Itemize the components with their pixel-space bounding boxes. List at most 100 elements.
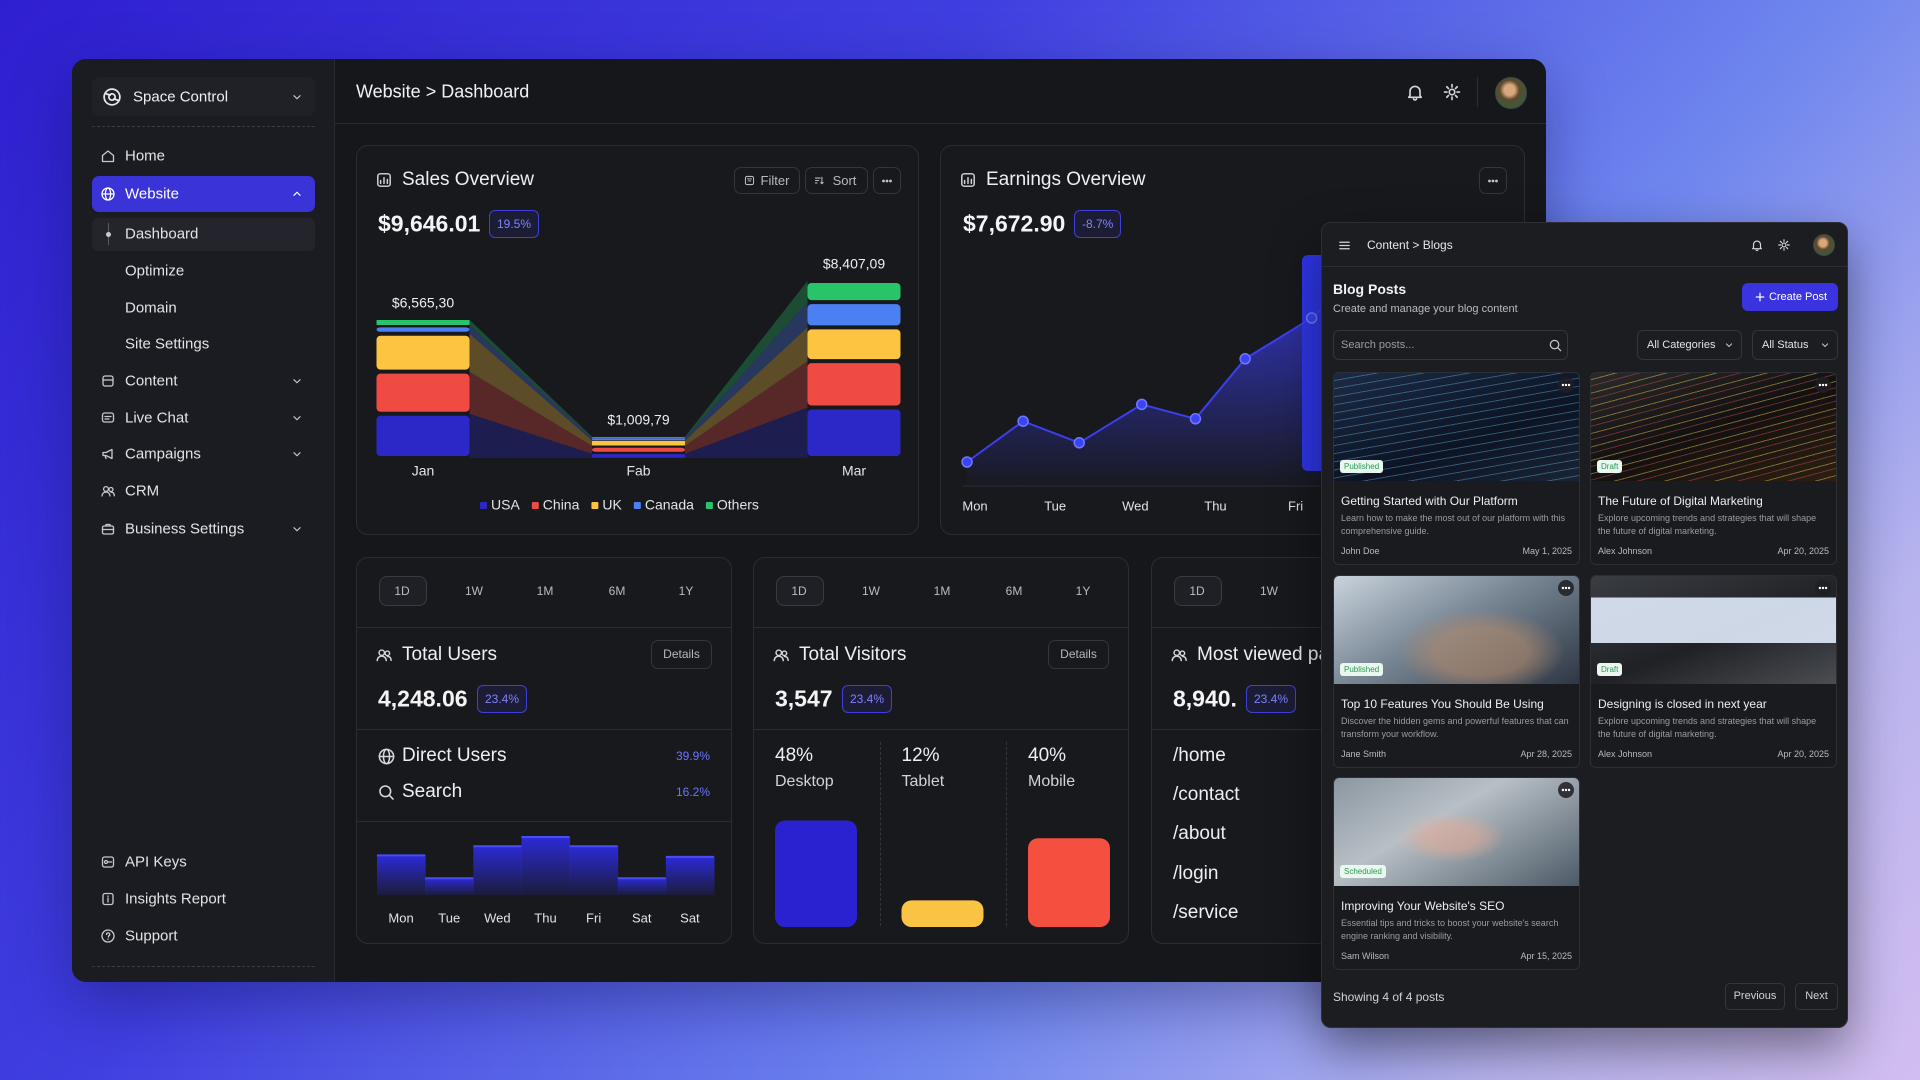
post-card[interactable]: Draft Designing is closed in next year Exp… [1590,574,1837,768]
icon [293,379,301,384]
workspace-switcher[interactable] [92,77,315,116]
filter-select[interactable] [1637,330,1742,360]
next-button[interactable]: Next [1795,983,1838,1010]
icon-part [882,179,885,182]
more-button[interactable] [1558,579,1574,596]
icon-part [1567,788,1571,792]
sub-nav-item[interactable]: Optimize [125,262,185,280]
more-button[interactable] [1558,782,1574,799]
icon [293,191,301,196]
post-card[interactable]: Scheduled Improving Your Website's SEO Ess… [1333,777,1580,971]
range-option[interactable]: 1Y [1075,584,1091,598]
nav-item[interactable]: Live Chat [125,409,189,427]
page-path[interactable]: /service [1173,902,1239,923]
ribbon [469,371,592,454]
range-active[interactable] [379,576,427,606]
bar-segment [592,447,685,452]
nav-item[interactable]: API Keys [125,853,187,871]
avatar[interactable] [1495,77,1527,109]
icon-part [102,892,114,906]
post-author: Jane Smith [1341,748,1387,759]
filter-select[interactable] [1752,330,1838,360]
nav-item[interactable]: Home [125,147,166,165]
range-active[interactable] [1174,576,1222,606]
icon-part [1561,788,1565,792]
nav-item[interactable]: Business Settings [125,520,245,538]
range-option[interactable]: 1D [791,584,807,598]
page-path[interactable]: /home [1173,745,1226,766]
post-date: May 1, 2025 [1522,546,1572,556]
ribbon [685,327,808,446]
post-card[interactable]: Published Top 10 Features You Should Be U… [1333,574,1580,768]
point [961,456,973,468]
icon-part [1567,383,1571,387]
previous-button[interactable]: Previous [1725,983,1785,1010]
range-active[interactable] [776,576,824,606]
ribbon [685,302,808,441]
sub-active-bg[interactable] [92,218,315,251]
card-title: Total Visitors [799,644,907,665]
more-button[interactable] [873,167,901,194]
icon-part [379,177,389,185]
sales-card: Sales Overview Filter Sort $9,646.01 19.5% $6… [356,145,919,535]
icon [1561,586,1571,589]
filter-label: All Status [1762,339,1809,351]
row-value: 39.9% [675,749,710,763]
page-path[interactable]: /about [1173,823,1226,844]
nav-active-bg[interactable] [92,176,315,212]
details-button[interactable]: Details [651,640,712,669]
range-option[interactable]: 1D [394,584,410,598]
page-path[interactable]: /login [1173,863,1219,884]
nav-item[interactable]: Support [125,927,178,945]
details-button[interactable]: Details [1048,640,1109,669]
search-input[interactable] [1333,330,1568,360]
legend-swatch [480,502,487,509]
post-author: Sam Wilson [1341,951,1390,962]
more-button[interactable] [1815,377,1831,393]
nav-item[interactable]: Website [125,185,179,203]
icon-part [102,485,110,493]
page-path[interactable]: /contact [1173,784,1240,805]
status-badge: Published [1340,460,1384,473]
card-title: Sales Overview [402,169,534,190]
icon-part [293,379,301,384]
more-button[interactable] [1479,167,1507,194]
icon-part [101,523,115,531]
icon [1443,83,1461,101]
legend-label: China [543,497,580,513]
range-option[interactable]: 1D [1189,584,1205,598]
post-card[interactable]: Published Getting Started with Our Platfo… [1333,372,1580,565]
icon [1818,383,1828,387]
nav-item[interactable]: Campaigns [125,445,201,463]
sub-nav-item[interactable]: Dashboard [125,225,199,243]
icon [1561,383,1571,387]
sort-button[interactable]: Sort [805,167,868,194]
icon [103,88,121,106]
sub-nav-item[interactable]: Site Settings [125,335,210,353]
nav-item[interactable]: Insights Report [125,890,226,908]
more-button[interactable] [1558,377,1574,393]
range-option[interactable]: 6M [1005,584,1023,598]
chart: $6,565,30 Jan $1,009,79 Fab $8,407,09 Mar USA C… [376,256,901,513]
range-option[interactable]: 1W [465,584,483,598]
post-card[interactable]: Draft The Future of Digital Marketing Expl… [1590,372,1837,565]
range-option[interactable]: 1M [933,584,951,598]
x-tick-label: Wed [484,910,511,925]
icon [378,748,394,764]
post-date: Apr 28, 2025 [1520,748,1572,759]
sub-nav-item[interactable]: Domain [125,299,177,317]
range-option[interactable]: 1Y [678,584,694,598]
more-button[interactable] [1815,579,1831,596]
range-option[interactable]: 6M [608,584,626,598]
range-option[interactable]: 1M [536,584,554,598]
icon-part [1495,179,1498,182]
nav-item[interactable]: Content [125,372,178,390]
avatar[interactable] [1813,234,1835,256]
filter-button[interactable]: Filter [734,167,800,194]
range-option[interactable]: 1W [1260,584,1278,598]
nav-item[interactable]: CRM [125,482,160,500]
icon-part [889,179,892,182]
range-option[interactable]: 1W [862,584,880,598]
divider [754,729,1128,730]
bar-segment [376,320,470,326]
